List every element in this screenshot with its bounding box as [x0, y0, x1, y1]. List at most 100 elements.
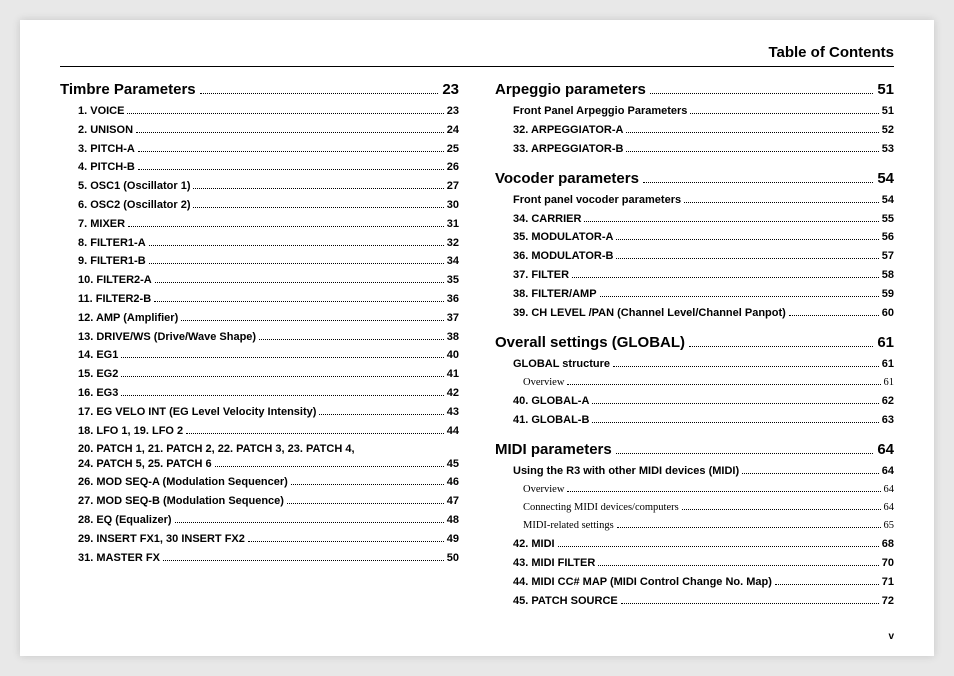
- leader-dots: [186, 433, 444, 434]
- toc-entry-label: 14. EG1: [78, 348, 118, 362]
- toc-entry-page: 38: [447, 330, 459, 344]
- section-page: 61: [877, 334, 894, 351]
- toc-entry-page: 61: [884, 376, 895, 390]
- toc-entry-label: 15. EG2: [78, 367, 118, 381]
- toc-entry: 4. PITCH-B 26: [60, 160, 459, 174]
- leader-dots: [291, 484, 444, 485]
- toc-entry-page: 53: [882, 142, 894, 156]
- toc-entry: Front panel vocoder parameters 54: [495, 193, 894, 207]
- toc-entry-label: 24. PATCH 5, 25. PATCH 6: [78, 457, 212, 471]
- toc-entry-page: 62: [882, 394, 894, 408]
- toc-entry-line2: 24. PATCH 5, 25. PATCH 6 45: [78, 457, 459, 471]
- toc-entry-page: 44: [447, 424, 459, 438]
- toc-entry: 44. MIDI CC# MAP (MIDI Control Change No…: [495, 575, 894, 589]
- toc-entry: Overview 64: [495, 483, 894, 497]
- toc-entry-label: 17. EG VELO INT (EG Level Velocity Inten…: [78, 405, 316, 419]
- toc-entry-page: 31: [447, 217, 459, 231]
- toc-entry: Overview 61: [495, 376, 894, 390]
- toc-entry: 28. EQ (Equalizer) 48: [60, 513, 459, 527]
- toc-entry-page: 30: [447, 198, 459, 212]
- toc-entry-label: Using the R3 with other MIDI devices (MI…: [513, 464, 739, 478]
- toc-entry: 27. MOD SEQ-B (Modulation Sequence) 47: [60, 494, 459, 508]
- leader-dots: [592, 422, 878, 423]
- toc-entry: 33. ARPEGGIATOR-B 53: [495, 142, 894, 156]
- toc-entry-page: 70: [882, 556, 894, 570]
- toc-entry-label: 13. DRIVE/WS (Drive/Wave Shape): [78, 330, 256, 344]
- leader-dots: [567, 491, 880, 492]
- toc-entry-page: 71: [882, 575, 894, 589]
- toc-entry-page: 59: [882, 287, 894, 301]
- toc-entry-label: 3. PITCH-A: [78, 142, 135, 156]
- toc-entry-page: 24: [447, 123, 459, 137]
- toc-entry-label: 29. INSERT FX1, 30 INSERT FX2: [78, 532, 245, 546]
- leader-dots: [193, 188, 443, 189]
- leader-dots: [121, 395, 443, 396]
- leader-dots: [193, 207, 443, 208]
- toc-entry-page: 35: [447, 273, 459, 287]
- toc-entry-label: 2. UNISON: [78, 123, 133, 137]
- leader-dots: [689, 346, 873, 347]
- toc-entry-label: 44. MIDI CC# MAP (MIDI Control Change No…: [513, 575, 772, 589]
- toc-entry: 14. EG1 40: [60, 348, 459, 362]
- section-label: Vocoder parameters: [495, 170, 639, 187]
- leader-dots: [175, 522, 444, 523]
- leader-dots: [616, 453, 874, 454]
- toc-entry-label: 36. MODULATOR-B: [513, 249, 613, 263]
- leader-dots: [650, 93, 873, 94]
- leader-dots: [643, 182, 873, 183]
- toc-entry-label: 6. OSC2 (Oscillator 2): [78, 198, 190, 212]
- toc-entry-label: 20. PATCH 1, 21. PATCH 2, 22. PATCH 3, 2…: [78, 442, 459, 456]
- toc-entry: 5. OSC1 (Oscillator 1) 27: [60, 179, 459, 193]
- toc-entry-page: 26: [447, 160, 459, 174]
- toc-entry: 38. FILTER/AMP 59: [495, 287, 894, 301]
- toc-entry: 1. VOICE 23: [60, 104, 459, 118]
- toc-entry-label: 33. ARPEGGIATOR-B: [513, 142, 623, 156]
- toc-entry-label: Connecting MIDI devices/computers: [523, 501, 679, 515]
- toc-entry: 29. INSERT FX1, 30 INSERT FX2 49: [60, 532, 459, 546]
- page-container: Table of Contents Timbre Parameters 231.…: [20, 20, 934, 656]
- leader-dots: [600, 296, 879, 297]
- leader-dots: [598, 565, 878, 566]
- toc-entry: GLOBAL structure 61: [495, 357, 894, 371]
- toc-entry: 10. FILTER2-A 35: [60, 273, 459, 287]
- leader-dots: [584, 221, 878, 222]
- toc-entry-label: 26. MOD SEQ-A (Modulation Sequencer): [78, 475, 288, 489]
- toc-entry: Connecting MIDI devices/computers 64: [495, 501, 894, 515]
- toc-entry: 45. PATCH SOURCE 72: [495, 594, 894, 608]
- leader-dots: [682, 509, 881, 510]
- toc-entry-label: 9. FILTER1-B: [78, 254, 146, 268]
- toc-entry-label: Front panel vocoder parameters: [513, 193, 681, 207]
- toc-entry-label: GLOBAL structure: [513, 357, 610, 371]
- toc-entry-page: 23: [447, 104, 459, 118]
- toc-entry: 2. UNISON 24: [60, 123, 459, 137]
- toc-entry-label: 11. FILTER2-B: [78, 292, 151, 306]
- leader-dots: [136, 132, 444, 133]
- toc-entry-label: 39. CH LEVEL /PAN (Channel Level/Channel…: [513, 306, 786, 320]
- toc-entry-page: 55: [882, 212, 894, 226]
- toc-entry-page: 37: [447, 311, 459, 325]
- leader-dots: [558, 546, 879, 547]
- toc-entry: 9. FILTER1-B 34: [60, 254, 459, 268]
- toc-entry: 43. MIDI FILTER 70: [495, 556, 894, 570]
- toc-entry: 20. PATCH 1, 21. PATCH 2, 22. PATCH 3, 2…: [60, 442, 459, 471]
- left-column: Timbre Parameters 23 1. VOICE 23 2. UNISON…: [60, 81, 459, 638]
- toc-entry-page: 41: [447, 367, 459, 381]
- leader-dots: [121, 376, 443, 377]
- leader-dots: [138, 169, 444, 170]
- toc-entry-label: 37. FILTER: [513, 268, 569, 282]
- leader-dots: [626, 151, 878, 152]
- toc-entry-page: 64: [884, 483, 895, 497]
- leader-dots: [742, 473, 879, 474]
- section-page: 23: [442, 81, 459, 98]
- leader-dots: [684, 202, 879, 203]
- section-label: Overall settings (GLOBAL): [495, 334, 685, 351]
- section-title: Timbre Parameters 23: [60, 81, 459, 98]
- toc-entry-page: 72: [882, 594, 894, 608]
- toc-entry-page: 51: [882, 104, 894, 118]
- section-page: 54: [877, 170, 894, 187]
- toc-entry-page: 50: [447, 551, 459, 565]
- toc-entry-label: 40. GLOBAL-A: [513, 394, 589, 408]
- toc-entry-page: 57: [882, 249, 894, 263]
- leader-dots: [572, 277, 879, 278]
- toc-entry-page: 42: [447, 386, 459, 400]
